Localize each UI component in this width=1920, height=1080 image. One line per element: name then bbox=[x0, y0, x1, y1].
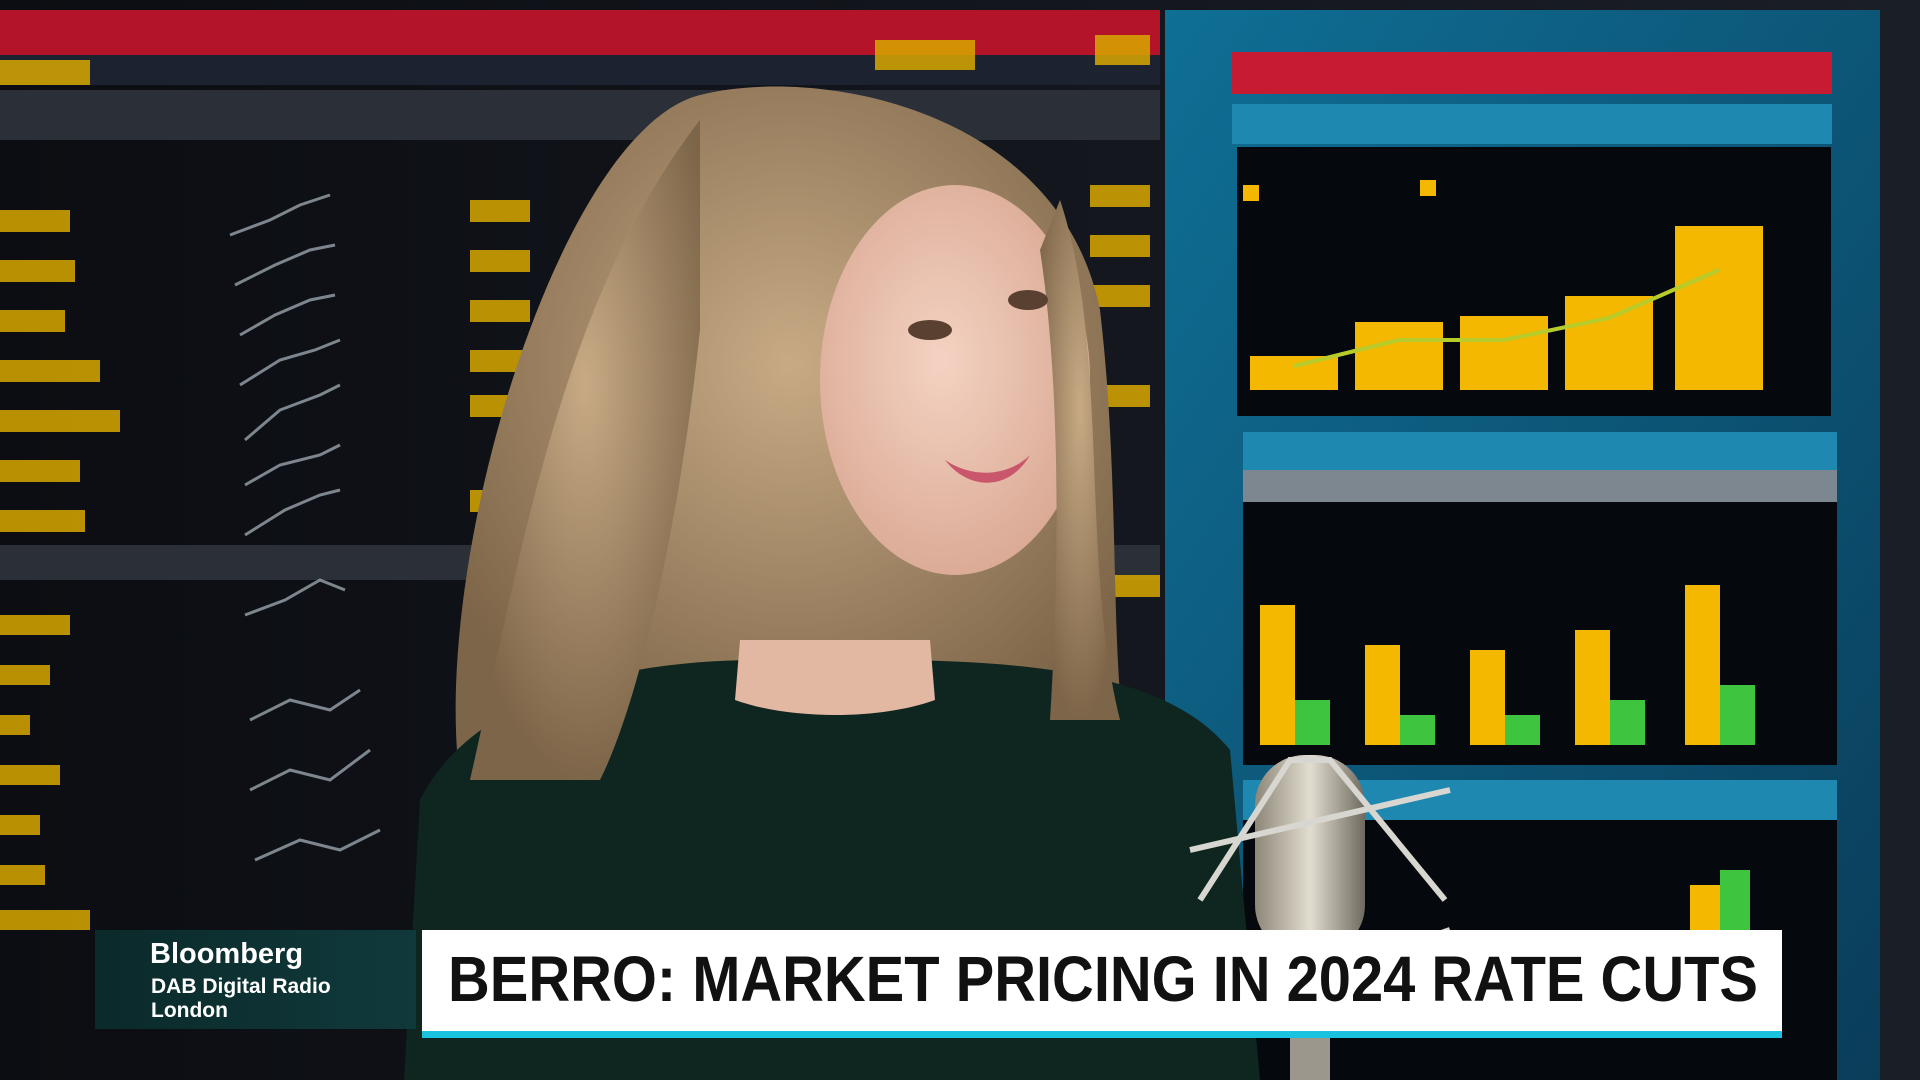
backdrop-shape bbox=[470, 200, 530, 222]
backdrop-shape bbox=[1232, 104, 1832, 144]
backdrop-shape bbox=[1095, 35, 1150, 65]
backdrop-shape bbox=[229, 193, 381, 862]
backdrop-shape bbox=[234, 243, 336, 287]
backdrop-shape bbox=[0, 10, 1160, 55]
backdrop-shape bbox=[0, 360, 100, 382]
backdrop-shape bbox=[244, 383, 341, 442]
backdrop-shape bbox=[0, 410, 120, 432]
backdrop-shape bbox=[244, 578, 346, 617]
backdrop-shape bbox=[0, 510, 85, 532]
headline: BERRO: MARKET PRICING IN 2024 RATE CUTS bbox=[448, 943, 1758, 1015]
backdrop-shape bbox=[1232, 52, 1832, 94]
backdrop-shape bbox=[1420, 180, 1436, 196]
backdrop-shape bbox=[1720, 870, 1750, 930]
network-name: Bloomberg bbox=[150, 938, 303, 970]
backdrop-shape bbox=[0, 765, 60, 785]
backdrop-shape bbox=[1243, 185, 1259, 201]
backdrop-shape bbox=[1040, 200, 1120, 720]
backdrop-shape bbox=[0, 310, 65, 332]
backdrop-shape bbox=[1243, 470, 1837, 502]
backdrop-shape bbox=[239, 293, 336, 337]
backdrop-shape bbox=[470, 300, 530, 322]
backdrop-shape bbox=[1260, 585, 1755, 745]
backdrop-shape bbox=[95, 930, 416, 1029]
backdrop-shape bbox=[1675, 226, 1763, 390]
backdrop-shape bbox=[470, 350, 530, 372]
backdrop-shape bbox=[1090, 235, 1150, 257]
backdrop-shape bbox=[1575, 630, 1610, 745]
backdrop-shape bbox=[229, 193, 331, 237]
location: London bbox=[151, 999, 228, 1022]
backdrop-shape bbox=[470, 120, 700, 780]
backdrop-shape bbox=[0, 615, 70, 635]
backdrop-shape bbox=[1690, 885, 1720, 930]
backdrop-shape bbox=[0, 90, 1160, 140]
backdrop-shape bbox=[1255, 755, 1365, 955]
backdrop-shape bbox=[820, 185, 1090, 575]
backdrop-shape bbox=[0, 460, 80, 482]
backdrop-shape bbox=[244, 488, 341, 537]
backdrop-shape bbox=[0, 260, 75, 282]
backdrop-shape bbox=[1505, 715, 1540, 745]
backdrop-shape bbox=[1295, 700, 1330, 745]
backdrop-shape bbox=[1460, 316, 1548, 390]
backdrop-shape bbox=[254, 828, 381, 862]
backdrop-shape bbox=[945, 455, 1030, 483]
backdrop-shape bbox=[0, 665, 50, 685]
backdrop-shape bbox=[1610, 700, 1645, 745]
backdrop-shape bbox=[0, 910, 90, 930]
backdrop-shape bbox=[1250, 356, 1338, 390]
backdrop-shape bbox=[0, 55, 1160, 85]
backdrop-shape bbox=[1008, 290, 1048, 310]
backdrop-shape bbox=[908, 320, 952, 340]
backdrop-shape bbox=[0, 815, 40, 835]
backdrop-shape bbox=[1260, 605, 1295, 745]
backdrop-shape bbox=[1293, 268, 1720, 368]
backdrop-shape bbox=[249, 748, 371, 792]
backdrop-shape bbox=[1090, 285, 1150, 307]
backdrop-shape bbox=[1720, 685, 1755, 745]
backdrop-shape bbox=[875, 40, 975, 70]
backdrop-shape bbox=[1365, 645, 1400, 745]
backdrop-shape bbox=[0, 210, 70, 232]
channel-name: DAB Digital Radio bbox=[151, 975, 331, 998]
backdrop-shape bbox=[1243, 180, 1763, 390]
backdrop-shape bbox=[470, 250, 530, 272]
backdrop-shape bbox=[1243, 432, 1837, 470]
backdrop-shape bbox=[0, 60, 90, 85]
backdrop-shape bbox=[1470, 650, 1505, 745]
backdrop-shape bbox=[735, 640, 935, 715]
backdrop-shape bbox=[422, 930, 1782, 1031]
backdrop-shape bbox=[1090, 185, 1150, 207]
backdrop-shape bbox=[0, 865, 45, 885]
backdrop-shape bbox=[1400, 715, 1435, 745]
backdrop-shape bbox=[422, 1031, 1782, 1038]
backdrop-shape bbox=[1685, 585, 1720, 745]
backdrop-shape bbox=[1565, 296, 1653, 390]
backdrop-shape bbox=[1355, 322, 1443, 390]
backdrop-shape bbox=[244, 443, 341, 487]
backdrop-shape bbox=[0, 715, 30, 735]
backdrop-shape bbox=[249, 688, 361, 722]
lower-third: Bloomberg DAB Digital Radio London BERRO… bbox=[95, 930, 1782, 1038]
backdrop-shape bbox=[239, 338, 341, 387]
